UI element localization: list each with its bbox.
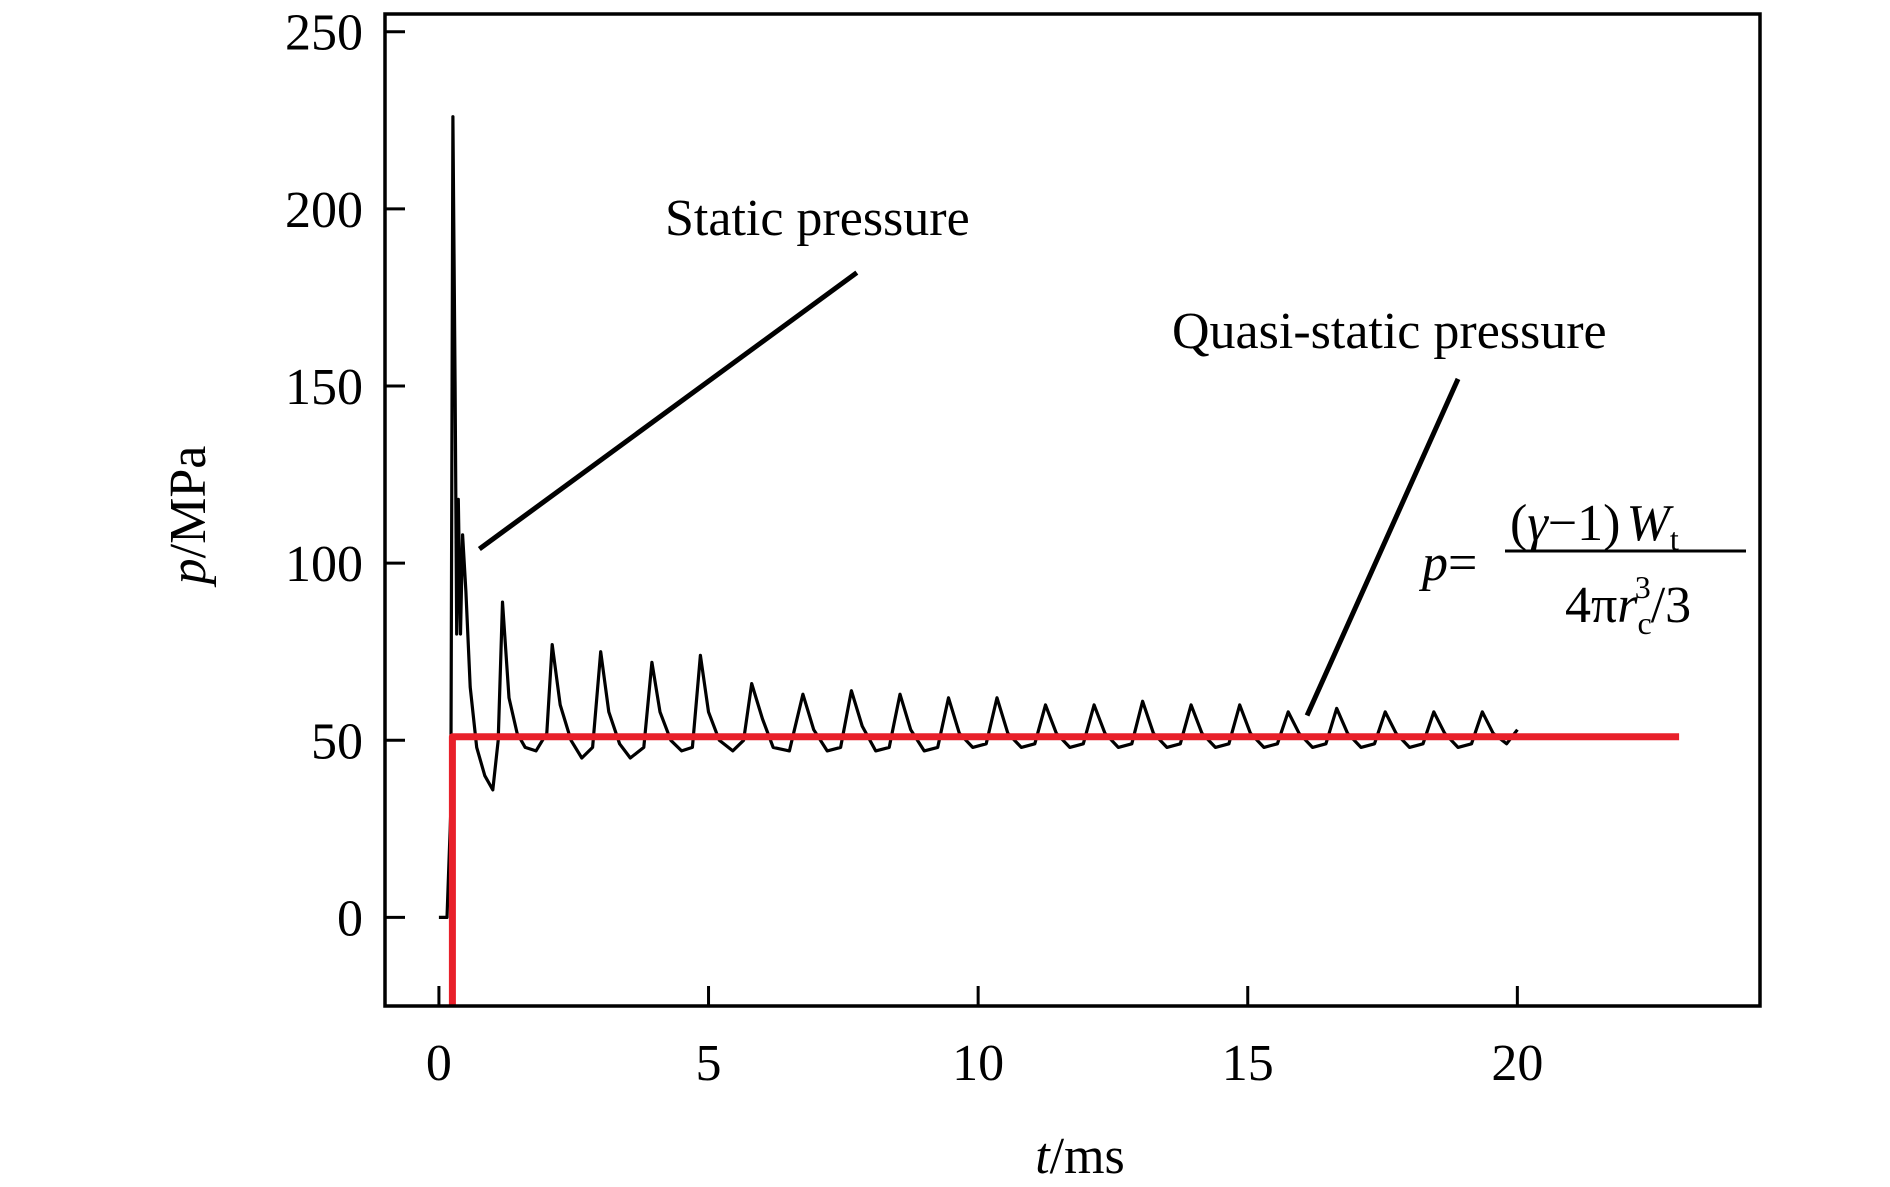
formula-lhs: p= (1418, 535, 1477, 592)
y-tick-label: 200 (285, 182, 363, 239)
y-tick-label: 100 (285, 536, 363, 593)
y-tick-label: 150 (285, 359, 363, 416)
x-tick-label: 10 (952, 1035, 1004, 1092)
annotation-leader-lines (477, 270, 1461, 717)
x-tick-label: 0 (426, 1035, 452, 1092)
leader-line-quasi (1304, 377, 1461, 717)
x-axis-title: t/ms (1035, 1128, 1125, 1185)
annotation-quasi-static-pressure: Quasi-static pressure (1172, 303, 1607, 360)
x-tick-label: 15 (1222, 1035, 1274, 1092)
annotation-static-pressure: Static pressure (665, 190, 970, 247)
plot-frame (383, 12, 1762, 1008)
series-quasi-static-line (448, 733, 1680, 1006)
series-layer (438, 115, 1680, 1006)
y-tick-label: 0 (337, 890, 363, 947)
y-tick-label: 50 (311, 713, 363, 770)
leader-line-static (477, 270, 859, 551)
y-axis-title: p/MPa (160, 446, 217, 589)
formula-denominator: 4πrc3/3 (1565, 569, 1691, 641)
series-pressure-line (438, 115, 1519, 920)
formula: p= (γ−1) Wt 4πrc3/3 (1418, 495, 1746, 641)
y-tick-label: 250 (285, 5, 363, 62)
x-tick-label: 20 (1491, 1035, 1543, 1092)
formula-numerator: (γ−1) Wt (1510, 495, 1679, 557)
x-tick-label: 5 (696, 1035, 722, 1092)
